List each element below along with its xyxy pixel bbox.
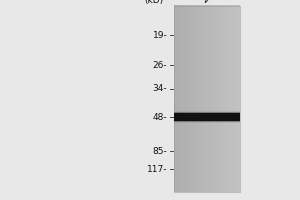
Text: 34-: 34- [153,84,167,93]
Text: 85-: 85- [153,146,167,156]
Bar [174,113,240,121]
Bar [174,121,240,122]
Bar [174,6,240,192]
Text: 19-: 19- [153,30,167,40]
Text: 293: 293 [201,0,219,4]
Bar [174,112,240,113]
Text: 117-: 117- [147,164,167,173]
Bar [174,122,240,123]
Bar [174,121,240,122]
Bar [174,112,240,113]
Text: 48-: 48- [153,112,167,121]
Text: 26-: 26- [153,60,167,70]
Bar [174,111,240,112]
Text: (kD): (kD) [144,0,163,5]
